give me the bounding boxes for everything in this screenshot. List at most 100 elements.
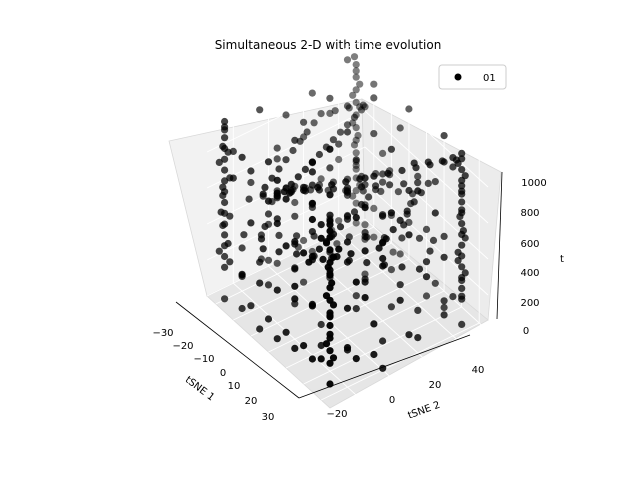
data-point — [370, 204, 378, 212]
data-point — [310, 119, 318, 127]
data-point — [398, 166, 406, 175]
data-point — [365, 193, 373, 201]
data-point — [221, 166, 229, 174]
data-point — [333, 240, 341, 248]
data-point — [410, 198, 418, 206]
data-point — [458, 187, 466, 195]
data-point — [389, 248, 397, 256]
data-point — [461, 172, 469, 180]
data-point — [335, 155, 343, 164]
data-point — [356, 175, 364, 183]
data-point — [358, 183, 366, 191]
data-point — [449, 154, 457, 162]
data-point — [317, 355, 325, 363]
data-point — [336, 223, 345, 231]
data-point — [458, 292, 466, 300]
z-tick-label: 1000 — [521, 178, 546, 189]
data-point — [352, 292, 360, 300]
data-point — [458, 198, 466, 206]
data-point — [387, 209, 395, 217]
legend-box — [438, 64, 507, 90]
data-point — [422, 273, 431, 281]
data-point — [247, 178, 255, 187]
z-tick-label: 800 — [520, 208, 539, 219]
data-point — [379, 170, 387, 178]
data-point — [422, 225, 431, 233]
grid-line — [206, 182, 366, 261]
data-point — [315, 245, 323, 253]
data-point — [343, 128, 352, 136]
data-point — [352, 355, 360, 363]
data-point — [308, 215, 316, 224]
data-point — [405, 105, 413, 113]
data-point — [379, 178, 387, 186]
data-point — [458, 182, 466, 190]
data-point — [361, 204, 369, 212]
data-point — [347, 250, 355, 258]
grid-line — [206, 218, 366, 297]
data-point — [221, 263, 229, 271]
data-point — [326, 359, 334, 367]
data-point — [440, 232, 448, 240]
data-point — [226, 258, 234, 266]
data-point — [422, 258, 431, 266]
grid-line — [364, 110, 489, 224]
data-point — [361, 247, 369, 255]
data-point — [370, 233, 378, 241]
data-point — [305, 258, 313, 266]
data-point — [352, 149, 360, 157]
data-point — [354, 131, 362, 140]
data-point — [282, 328, 290, 336]
data-point — [398, 263, 406, 271]
data-point — [326, 217, 334, 225]
data-point — [370, 130, 378, 138]
data-point — [379, 262, 387, 270]
data-point — [386, 181, 394, 189]
data-point — [273, 286, 281, 294]
data-point — [215, 247, 223, 255]
data-point — [275, 231, 283, 239]
data-point — [449, 163, 457, 171]
data-point — [238, 304, 246, 313]
data-point — [326, 380, 334, 388]
data-point — [458, 149, 466, 157]
data-point — [458, 166, 466, 174]
data-point — [238, 153, 246, 161]
data-point — [352, 219, 360, 227]
data-point — [291, 282, 299, 290]
data-point — [422, 292, 431, 300]
data-point — [396, 281, 404, 289]
data-point — [429, 236, 438, 244]
data-point — [322, 292, 331, 300]
data-point — [224, 239, 232, 248]
data-point — [350, 208, 359, 216]
data-point — [356, 80, 364, 88]
data-point — [387, 266, 395, 274]
data-point — [431, 209, 439, 217]
data-point — [282, 195, 290, 203]
data-point — [405, 331, 413, 339]
data-point — [363, 259, 371, 267]
grid-line — [364, 38, 489, 152]
data-point — [282, 156, 290, 164]
data-point — [440, 132, 448, 140]
data-point — [282, 242, 290, 250]
data-point — [247, 302, 255, 310]
data-point — [329, 253, 338, 261]
data-point — [350, 113, 359, 121]
grid-line — [233, 282, 357, 396]
data-point — [387, 145, 395, 153]
data-point — [261, 183, 269, 191]
data-point — [342, 178, 350, 186]
data-point — [317, 110, 325, 118]
data-point — [291, 344, 299, 352]
data-point — [352, 214, 360, 222]
data-point — [300, 342, 308, 350]
data-point — [317, 221, 325, 229]
data-point — [410, 159, 418, 167]
data-point — [352, 86, 360, 94]
x-tick-label: −20 — [172, 341, 193, 352]
data-point — [286, 189, 294, 197]
data-point — [361, 221, 369, 229]
